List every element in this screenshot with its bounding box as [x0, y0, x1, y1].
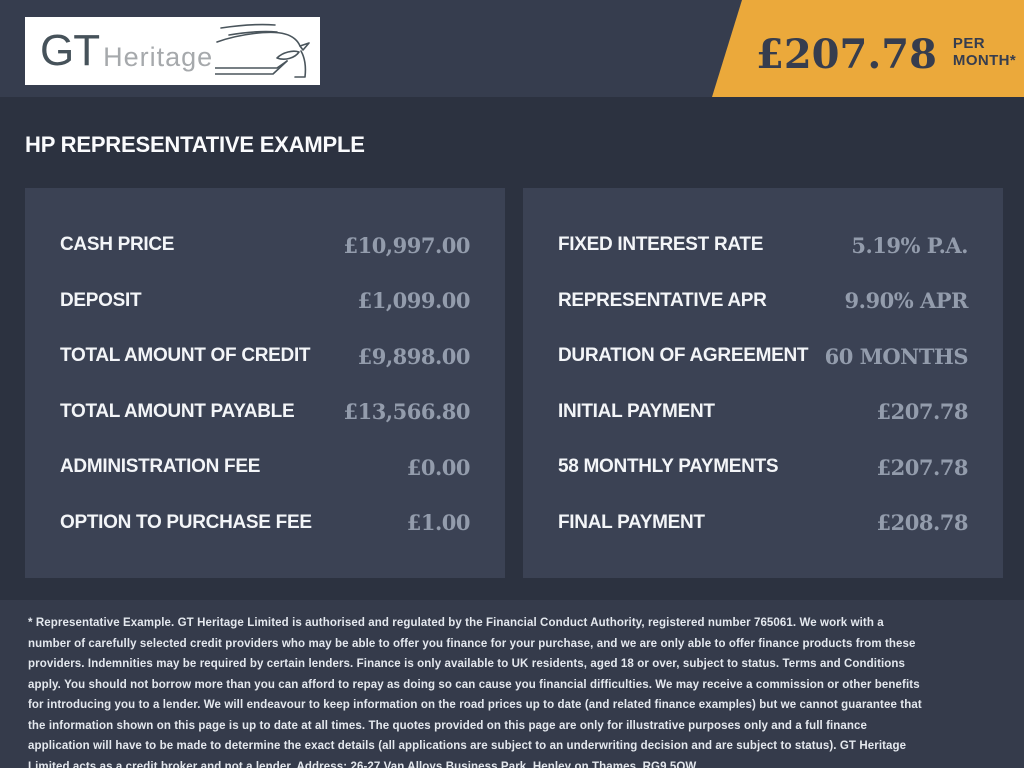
finance-row-label: TOTAL AMOUNT PAYABLE	[60, 400, 295, 422]
finance-row: REPRESENTATIVE APR 9.90% APR	[523, 288, 1003, 314]
monthly-price-banner: £207.78 PER MONTH*	[712, 0, 1024, 97]
finance-row-value: £10,997.00	[343, 232, 470, 258]
gt-heritage-logo[interactable]: GT Heritage	[25, 17, 320, 85]
finance-row-value: £207.78	[876, 454, 969, 480]
car-sketch-icon	[214, 17, 317, 85]
finance-row-value: 9.90% APR	[844, 288, 969, 314]
finance-row: DURATION OF AGREEMENT 60 MONTHS	[523, 343, 1003, 369]
finance-row-label: TOTAL AMOUNT OF CREDIT	[60, 345, 311, 367]
page-title: HP REPRESENTATIVE EXAMPLE	[25, 132, 365, 157]
finance-row: 58 MONTHLY PAYMENTS £207.78	[523, 454, 1003, 480]
finance-row-value: £13,566.80	[343, 399, 470, 425]
finance-row-label: FIXED INTEREST RATE	[558, 234, 764, 255]
finance-row: ADMINISTRATION FEE £0.00	[25, 454, 505, 480]
finance-row-label: OPTION TO PURCHASE FEE	[60, 511, 312, 533]
finance-row-value: £9,898.00	[357, 343, 471, 369]
finance-row-value: £207.78	[876, 399, 969, 425]
finance-row-label: CASH PRICE	[60, 234, 175, 255]
finance-row-label: ADMINISTRATION FEE	[60, 456, 261, 478]
monthly-price-amount: £207.78	[756, 31, 937, 78]
footer-band: * Representative Example. GT Heritage Li…	[0, 600, 1024, 768]
finance-row-label: DURATION OF AGREEMENT	[558, 345, 809, 367]
finance-panel-right: FIXED INTEREST RATE 5.19% P.A. REPRESENT…	[523, 188, 1003, 578]
finance-row-label: DEPOSIT	[60, 289, 142, 311]
logo-gt-text: GT	[40, 26, 100, 75]
per-month-label: PER MONTH*	[952, 35, 1017, 69]
finance-row-value: £0.00	[406, 454, 471, 480]
finance-row: OPTION TO PURCHASE FEE £1.00	[25, 510, 505, 536]
finance-row-label: 58 MONTHLY PAYMENTS	[558, 456, 779, 478]
header-bar: GT Heritage £207.78 PER MONTH*	[0, 0, 1024, 97]
finance-row-label: REPRESENTATIVE APR	[558, 289, 767, 311]
logo-heritage-text: Heritage	[103, 41, 214, 72]
finance-row: FIXED INTEREST RATE 5.19% P.A.	[523, 232, 1003, 258]
legal-disclaimer-text: * Representative Example. GT Heritage Li…	[28, 617, 922, 768]
finance-row: CASH PRICE £10,997.00	[25, 232, 505, 258]
finance-row-value: 5.19% P.A.	[851, 232, 968, 258]
finance-row: DEPOSIT £1,099.00	[25, 288, 505, 314]
finance-row: TOTAL AMOUNT PAYABLE £13,566.80	[25, 399, 505, 425]
finance-panel-left: CASH PRICE £10,997.00 DEPOSIT £1,099.00 …	[25, 188, 505, 578]
finance-row-value: £1.00	[406, 510, 471, 536]
finance-row-label: INITIAL PAYMENT	[558, 400, 715, 422]
finance-row-label: FINAL PAYMENT	[558, 511, 705, 533]
finance-row-value: £1,099.00	[357, 288, 471, 314]
finance-row-value: 60 MONTHS	[824, 343, 969, 369]
finance-row-value: £208.78	[876, 510, 969, 536]
finance-row: TOTAL AMOUNT OF CREDIT £9,898.00	[25, 343, 505, 369]
finance-row: FINAL PAYMENT £208.78	[523, 510, 1003, 536]
finance-row: INITIAL PAYMENT £207.78	[523, 399, 1003, 425]
